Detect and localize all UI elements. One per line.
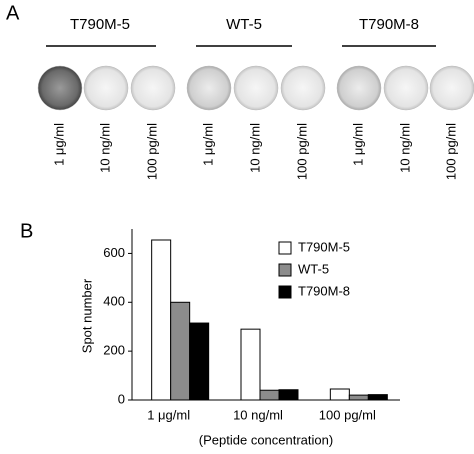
bar: [367, 394, 388, 401]
panel-label: B: [20, 220, 33, 242]
well: [186, 65, 232, 111]
bar: [151, 239, 172, 401]
well: [130, 65, 176, 111]
well-label: 10 ng/ml: [397, 123, 412, 173]
legend-label: WT-5: [298, 261, 329, 276]
well: [37, 65, 83, 111]
well-label: 1 μg/ml: [350, 123, 365, 166]
legend-swatch: [278, 241, 292, 255]
y-tick-label: 0: [118, 391, 125, 406]
group-title: WT-5: [226, 16, 262, 33]
bar: [240, 328, 261, 401]
well-label: 100 pg/ml: [144, 123, 159, 180]
group-title: T790M-5: [70, 16, 130, 33]
legend-swatch: [278, 285, 292, 299]
x-axis-label: (Peptide concentration): [199, 432, 333, 447]
y-tick-label: 200: [103, 343, 125, 358]
well-label: 1 μg/ml: [51, 123, 66, 166]
well-label: 100 pg/ml: [443, 123, 458, 180]
well-label: 10 ng/ml: [97, 123, 112, 173]
legend-swatch: [278, 263, 292, 277]
legend-label: T790M-5: [298, 239, 350, 254]
bar: [189, 322, 210, 401]
legend-label: T790M-8: [298, 283, 350, 298]
bar: [278, 389, 299, 401]
x-tick-label: 100 pg/ml: [319, 407, 376, 422]
well: [429, 65, 474, 111]
bar: [329, 388, 350, 401]
well: [336, 65, 382, 111]
panel-label: A: [6, 2, 20, 24]
well: [280, 65, 326, 111]
x-tick-label: 10 ng/ml: [233, 407, 283, 422]
x-tick-label: 1 μg/ml: [147, 407, 190, 422]
y-axis-label: Spot number: [79, 278, 94, 353]
well: [383, 65, 429, 111]
well: [83, 65, 129, 111]
bar: [348, 394, 369, 401]
well: [233, 65, 279, 111]
well-label: 10 ng/ml: [247, 123, 262, 173]
bar: [259, 389, 280, 401]
y-tick-label: 600: [103, 245, 125, 260]
well-label: 100 pg/ml: [294, 123, 309, 180]
bar: [170, 301, 191, 401]
y-tick-label: 400: [103, 294, 125, 309]
well-label: 1 μg/ml: [200, 123, 215, 166]
group-title: T790M-8: [359, 16, 419, 33]
